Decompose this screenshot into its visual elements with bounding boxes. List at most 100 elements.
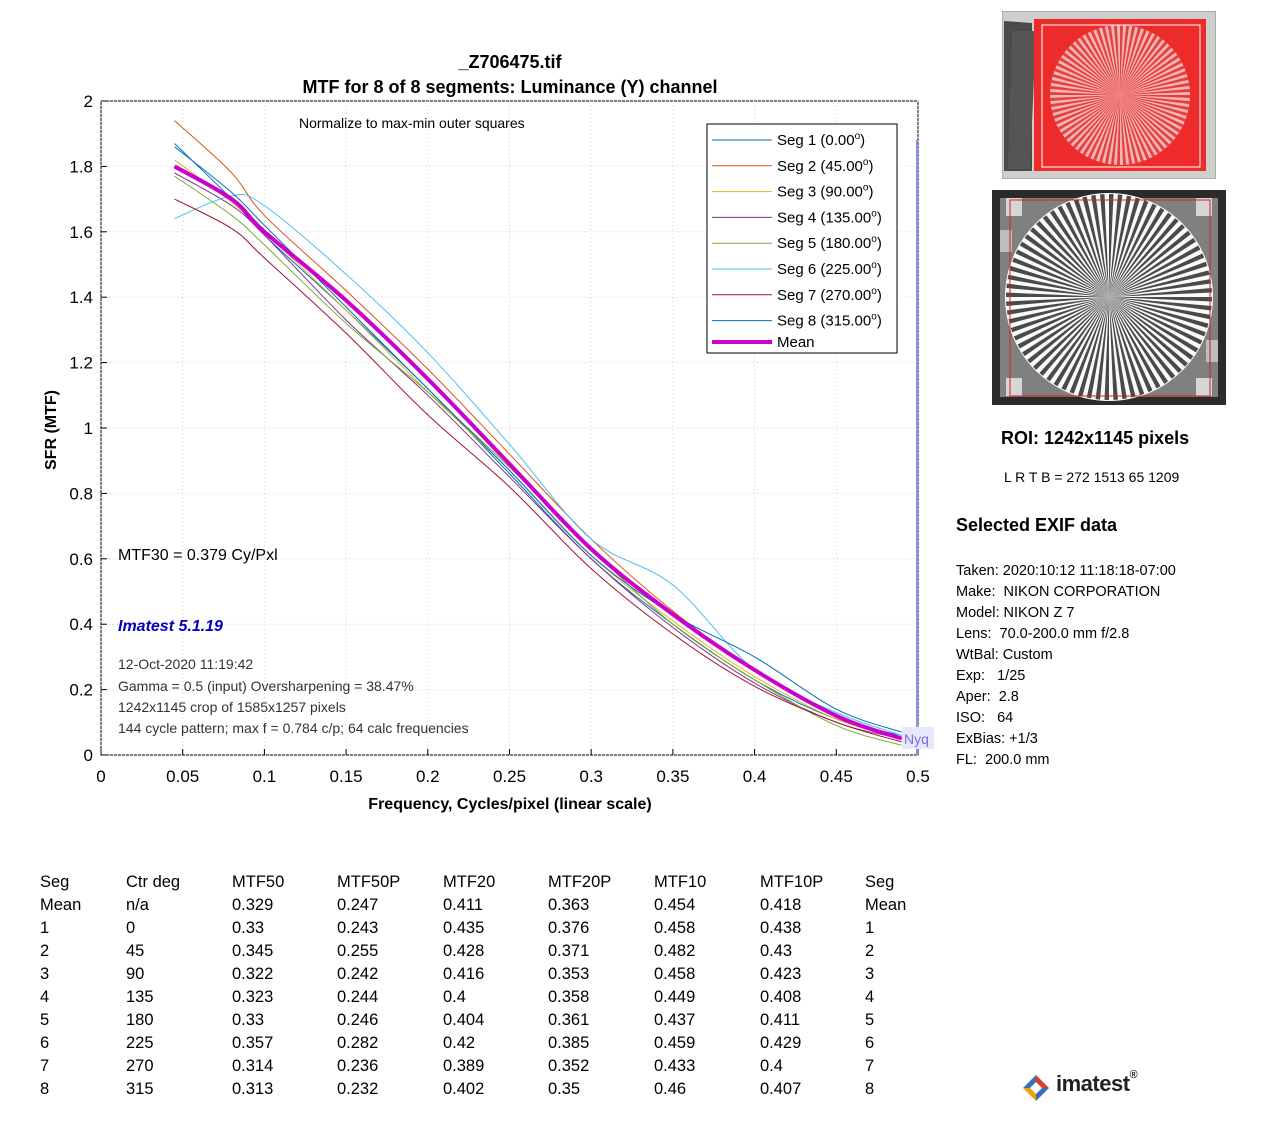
table-cell: 0.33 <box>232 1011 265 1029</box>
table-cell: 0.353 <box>548 965 590 983</box>
exif-line: FL: 200.0 mm <box>956 752 1050 768</box>
mtf-chart: 0 0.05 0.1 0.15 0.2 0.25 0.3 0.35 0.4 0.45 0.5 0 0.… <box>43 52 934 813</box>
series-line-4 <box>174 172 902 740</box>
table-cell: 0.411 <box>443 896 484 914</box>
table-header-cell: Ctr deg <box>126 873 181 891</box>
table-cell: 270 <box>126 1057 154 1075</box>
table-row: Mean n/a 0.329 0.247 0.411 0.363 0.454 0.418 Mea… <box>40 894 925 917</box>
table-row: 4 135 0.323 0.244 0.4 0.358 0.449 0.408 4 <box>40 986 925 1009</box>
table-cell: 0.458 <box>654 919 696 937</box>
legend-label: Seg 6 (225.00o) <box>777 260 882 278</box>
exif-line: ExBias: +1/3 <box>956 731 1038 747</box>
table-header-row: Seg Ctr deg MTF50 MTF50P MTF20 MTF20P MTF10 MTF… <box>40 871 925 894</box>
table-cell: 0.411 <box>760 1011 801 1029</box>
table-header-cell: MTF10 <box>654 873 707 891</box>
table-row: 2 45 0.345 0.255 0.428 0.371 0.482 0.43 2 <box>40 940 925 963</box>
imatest-version: Imatest 5.1.19 <box>118 618 223 635</box>
exif-line: Taken: 2020:10:12 11:18:18-07:00 <box>956 563 1176 579</box>
table-cell: 8 <box>865 1080 875 1098</box>
chart-image-thumbnail <box>992 190 1226 405</box>
info-line: 144 cycle pattern; max f = 0.784 c/p; 64… <box>118 720 469 736</box>
series-line-7 <box>174 198 902 743</box>
table-cell: 5 <box>40 1011 50 1029</box>
table-cell: 0.437 <box>654 1011 696 1029</box>
exif-list: Taken: 2020:10:12 11:18:18-07:00 Make: N… <box>956 561 1176 771</box>
exif-line: ISO: 64 <box>956 710 1014 726</box>
table-cell: 45 <box>126 942 145 960</box>
legend-box <box>706 123 898 354</box>
table-cell: 90 <box>126 965 145 983</box>
table-cell: 0.433 <box>654 1057 696 1075</box>
series-line-9 <box>173 164 903 741</box>
normalize-annotation: Normalize to max-min outer squares <box>299 115 525 131</box>
legend-label: Seg 5 (180.00o) <box>777 234 882 252</box>
y-tick-label: 2 <box>84 92 93 111</box>
y-tick-label: 1.8 <box>69 157 93 176</box>
exif-line: Lens: 70.0-200.0 mm f/2.8 <box>956 626 1130 642</box>
table-cell: 0.371 <box>548 942 590 960</box>
x-tick-label: 0 <box>96 767 105 786</box>
table-cell: 0.454 <box>654 896 696 914</box>
exif-line: Model: NIKON Z 7 <box>956 605 1075 621</box>
table-cell: 0.46 <box>654 1080 687 1098</box>
table-cell: 0.323 <box>232 988 274 1006</box>
x-tick-label: 0.4 <box>743 767 767 786</box>
legend-label: Seg 1 (0.00o) <box>777 131 865 149</box>
table-row: 7 270 0.314 0.236 0.389 0.352 0.433 0.4 7 <box>40 1055 925 1078</box>
table-cell: 0.322 <box>232 965 274 983</box>
table-cell: 180 <box>126 1011 154 1029</box>
roi-size-label: ROI: 1242x1145 pixels <box>1001 428 1190 448</box>
y-tick-labels: 0 0.2 0.4 0.6 0.8 1 1.2 1.4 1.6 1.8 2 <box>69 92 93 765</box>
y-tick-label: 0.6 <box>69 550 93 569</box>
chart-title: _Z706475.tif <box>457 52 562 72</box>
series-lines <box>173 120 903 746</box>
siemens-star-chart <box>1006 194 1212 400</box>
table-cell: 0.438 <box>760 919 802 937</box>
table-cell: 0.244 <box>337 988 379 1006</box>
table-cell: 4 <box>40 988 50 1006</box>
table-cell: 0.435 <box>443 919 485 937</box>
x-axis-label: Frequency, Cycles/pixel (linear scale) <box>368 796 651 813</box>
table-row: 5 180 0.33 0.246 0.404 0.361 0.437 0.411 5 <box>40 1009 925 1032</box>
table-cell: 6 <box>40 1034 50 1052</box>
nyquist-label-bg <box>902 727 934 749</box>
chart-subtitle: MTF for 8 of 8 segments: Luminance (Y) c… <box>302 77 717 97</box>
x-tick-label: 0.05 <box>166 767 199 786</box>
info-line: 1242x1145 crop of 1585x1257 pixels <box>118 699 346 715</box>
table-header-cell: MTF50 <box>232 873 285 891</box>
table-cell: 0.423 <box>760 965 802 983</box>
exif-line: Aper: 2.8 <box>956 689 1019 705</box>
table-cell: 0.358 <box>548 988 590 1006</box>
x-tick-label: 0.5 <box>906 767 930 786</box>
y-tick-label: 0 <box>84 746 93 765</box>
siemens-star-thumb <box>1050 25 1190 165</box>
table-cell: 0.246 <box>337 1011 379 1029</box>
table-cell: 0.314 <box>232 1057 274 1075</box>
x-tick-label: 0.2 <box>416 767 440 786</box>
y-tick-label: 0.8 <box>69 484 93 503</box>
info-line: 12-Oct-2020 11:19:42 <box>118 656 253 672</box>
table-cell: 315 <box>126 1080 154 1098</box>
table-cell: 3 <box>40 965 50 983</box>
table-cell: 0.376 <box>548 919 590 937</box>
series-line-5 <box>174 175 902 746</box>
y-tick-label: 1.2 <box>69 354 93 373</box>
table-cell: 0.313 <box>232 1080 274 1098</box>
table-cell: 0.429 <box>760 1034 802 1052</box>
table-cell: 225 <box>126 1034 154 1052</box>
legend-label: Seg 4 (135.00o) <box>777 208 882 226</box>
x-tick-labels: 0 0.05 0.1 0.15 0.2 0.25 0.3 0.35 0.4 0.45 0.5 <box>96 767 930 786</box>
imatest-logo-text: imatest® <box>1056 1069 1138 1096</box>
table-cell: 8 <box>40 1080 50 1098</box>
exif-line: Exp: 1/25 <box>956 668 1026 684</box>
y-tick-label: 1.4 <box>69 288 93 307</box>
legend-label: Mean <box>777 334 815 351</box>
exif-title: Selected EXIF data <box>956 515 1118 535</box>
table-cell: 0.42 <box>443 1034 476 1052</box>
exif-line: WtBal: Custom <box>956 647 1053 663</box>
table-cell: 0.247 <box>337 896 379 914</box>
table-cell: 0.482 <box>654 942 696 960</box>
table-cell: 0.416 <box>443 965 485 983</box>
nyquist-label: Nyq <box>904 731 929 747</box>
legend-label: Seg 7 (270.00o) <box>777 286 882 304</box>
